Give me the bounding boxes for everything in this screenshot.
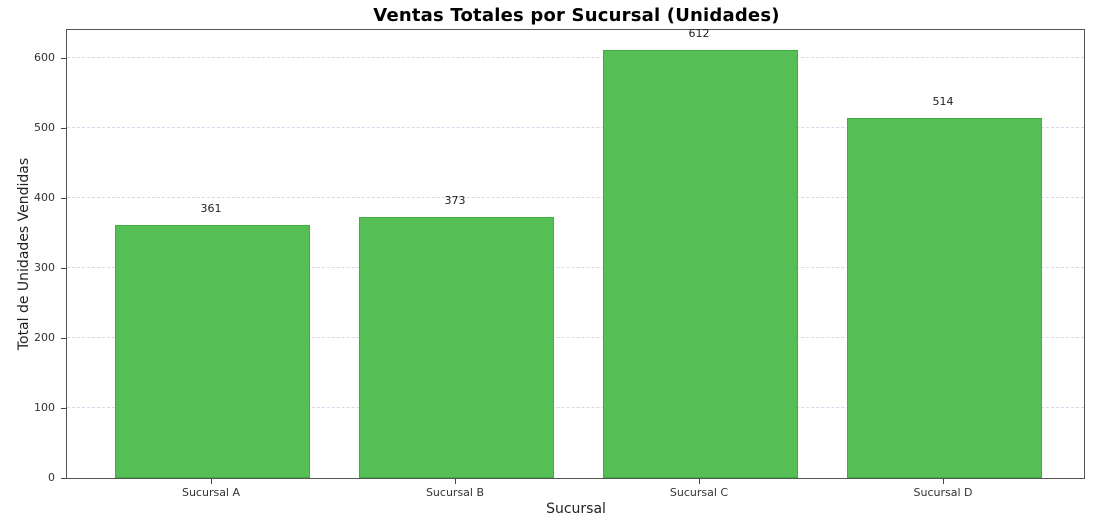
bar-sucursal-d	[846, 118, 1042, 478]
y-tick-label: 500	[34, 121, 55, 134]
y-axis-title: Total de Unidades Vendidas	[16, 157, 32, 351]
y-tick	[61, 198, 66, 199]
bar-value-label: 361	[200, 202, 222, 216]
x-tick	[699, 479, 700, 484]
y-tick-label: 600	[34, 51, 55, 64]
x-tick	[455, 479, 456, 484]
bar-value-label: 373	[444, 193, 466, 207]
x-tick-label: Sucursal D	[913, 486, 973, 499]
bar-sucursal-c	[602, 49, 798, 478]
y-tick	[61, 58, 66, 59]
x-axis-title: Sucursal	[546, 501, 606, 517]
y-tick	[61, 338, 66, 339]
x-tick-label: Sucursal A	[181, 486, 241, 499]
bar-value-label: 514	[932, 95, 954, 109]
bar-value-label: 612	[688, 26, 710, 40]
gridline	[67, 57, 1084, 58]
gridline	[67, 267, 1084, 268]
x-tick-label: Sucursal B	[425, 486, 485, 499]
x-tick	[943, 479, 944, 484]
y-tick-label: 0	[48, 471, 55, 484]
y-tick	[61, 478, 66, 479]
chart-title: Ventas Totales por Sucursal (Unidades)	[373, 5, 780, 26]
bar-sucursal-b	[358, 216, 554, 478]
y-tick	[61, 268, 66, 269]
y-tick-label: 300	[34, 261, 55, 274]
bar-sucursal-a	[114, 225, 310, 478]
gridline	[67, 127, 1084, 128]
gridline	[67, 407, 1084, 408]
x-tick-label: Sucursal C	[669, 486, 729, 499]
y-tick	[61, 128, 66, 129]
gridline	[67, 337, 1084, 338]
gridline	[67, 197, 1084, 198]
x-tick	[211, 479, 212, 484]
y-tick-label: 400	[34, 191, 55, 204]
y-tick-label: 100	[34, 401, 55, 414]
y-tick-label: 200	[34, 331, 55, 344]
plot-area	[66, 29, 1085, 479]
y-tick	[61, 408, 66, 409]
